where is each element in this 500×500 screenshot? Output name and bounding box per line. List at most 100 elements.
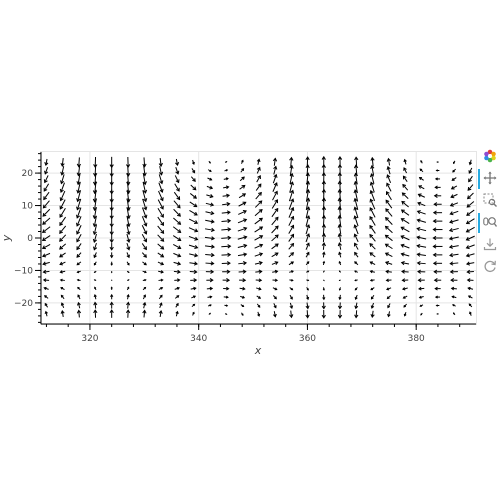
- x-tick-label: 320: [81, 334, 98, 344]
- field-arrow: [189, 210, 198, 216]
- field-arrow: [208, 160, 211, 164]
- field-arrow: [206, 185, 214, 190]
- reset-tool-icon: [484, 260, 496, 273]
- field-arrow: [221, 244, 232, 249]
- field-arrow: [42, 261, 50, 266]
- field-arrow: [191, 159, 195, 165]
- field-arrow: [306, 270, 310, 273]
- field-arrow: [206, 286, 214, 291]
- field-arrow: [271, 216, 279, 226]
- field-arrow: [222, 269, 231, 274]
- field-arrow: [237, 218, 248, 224]
- field-arrow: [254, 217, 263, 225]
- field-arrow: [173, 252, 182, 258]
- field-arrow: [370, 156, 375, 167]
- field-arrow: [157, 243, 165, 250]
- field-arrow: [433, 202, 442, 207]
- field-arrow: [221, 210, 231, 215]
- field-arrow: [191, 168, 196, 174]
- field-arrow: [369, 233, 376, 242]
- field-arrow: [448, 236, 459, 241]
- field-arrow: [110, 286, 113, 290]
- field-arrow: [255, 191, 262, 200]
- field-arrow: [369, 198, 376, 210]
- field-arrow: [158, 190, 164, 202]
- field-arrow: [432, 210, 443, 215]
- field-arrow: [385, 216, 393, 225]
- field-arrow: [173, 217, 182, 225]
- field-arrow: [126, 242, 131, 251]
- field-arrow: [452, 168, 456, 173]
- field-arrow: [157, 199, 164, 210]
- field-arrow: [60, 174, 65, 185]
- field-arrow: [223, 185, 230, 190]
- field-arrow: [59, 190, 66, 202]
- field-arrow: [60, 310, 65, 317]
- field-arrow: [254, 209, 263, 217]
- field-arrow: [353, 164, 359, 176]
- wheel-zoom-tool-active-indicator: [478, 213, 480, 233]
- field-arrow: [191, 303, 196, 308]
- reset-tool-button[interactable]: [478, 256, 500, 278]
- field-arrow: [305, 261, 310, 266]
- y-tick-label: 20: [22, 169, 34, 179]
- field-arrow: [272, 173, 278, 184]
- field-arrow: [466, 201, 475, 208]
- field-arrow: [223, 286, 230, 291]
- field-arrow: [240, 304, 245, 308]
- y-tick-label: 0: [27, 234, 33, 244]
- field-arrow: [142, 309, 147, 318]
- field-arrow: [175, 302, 179, 308]
- field-arrow: [173, 208, 181, 217]
- box-zoom-tool-button[interactable]: [478, 190, 500, 212]
- field-arrow: [466, 269, 474, 274]
- field-arrow: [337, 232, 342, 243]
- field-arrow: [77, 301, 81, 309]
- field-arrow: [449, 210, 459, 216]
- field-arrow: [76, 207, 82, 219]
- field-arrow: [466, 192, 474, 200]
- field-arrow: [142, 286, 147, 291]
- field-arrow: [370, 287, 375, 291]
- field-arrow: [416, 261, 426, 266]
- save-tool-button[interactable]: [478, 234, 500, 256]
- field-arrow: [59, 182, 65, 193]
- field-arrow: [224, 161, 228, 163]
- field-arrow: [288, 242, 295, 250]
- wheel-zoom-tool-button[interactable]: [478, 212, 500, 234]
- field-arrow: [273, 303, 277, 309]
- field-arrow: [158, 166, 164, 176]
- field-arrow: [205, 210, 215, 216]
- field-arrow: [238, 201, 247, 207]
- field-arrow: [93, 279, 97, 281]
- field-arrow: [256, 158, 261, 165]
- field-arrow: [188, 235, 199, 241]
- field-arrow: [110, 271, 113, 274]
- field-arrow: [188, 227, 199, 233]
- field-arrow: [188, 244, 199, 250]
- field-arrow: [224, 169, 229, 172]
- pan-tool-button[interactable]: [478, 168, 500, 190]
- field-arrow: [288, 224, 295, 234]
- field-arrow: [353, 233, 359, 243]
- field-arrow: [205, 252, 215, 258]
- field-arrow: [417, 269, 426, 274]
- field-arrow: [403, 311, 407, 317]
- field-arrow: [110, 293, 114, 300]
- bokeh-logo-icon[interactable]: [478, 146, 500, 168]
- field-arrow: [93, 270, 97, 273]
- field-arrow: [93, 301, 98, 309]
- field-arrow: [321, 155, 326, 168]
- field-arrow: [468, 159, 473, 166]
- field-arrow: [385, 199, 393, 209]
- field-arrow: [288, 215, 295, 226]
- field-arrow: [126, 270, 130, 273]
- field-arrow: [256, 303, 261, 308]
- field-arrow: [192, 311, 195, 316]
- field-arrow: [76, 190, 82, 203]
- field-arrow: [384, 225, 393, 234]
- field-arrow: [448, 227, 459, 233]
- x-axis-label: x: [254, 344, 262, 357]
- field-arrow: [400, 260, 410, 266]
